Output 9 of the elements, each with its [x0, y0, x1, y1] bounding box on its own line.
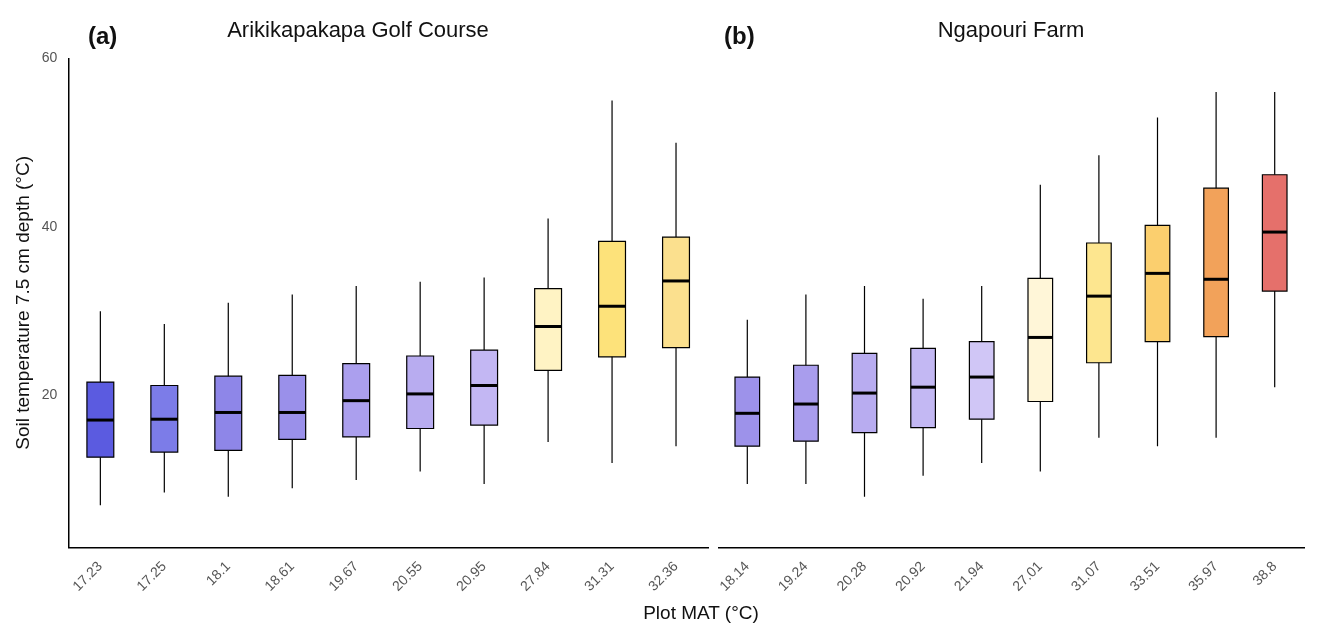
- chart-title: Arikikapakapa Golf Course: [227, 17, 489, 43]
- chart-title: Ngapouri Farm: [937, 17, 1085, 43]
- y-tick-label: 20: [41, 386, 58, 403]
- y-tick-label: 60: [41, 49, 58, 66]
- x-axis-title: Plot MAT (°C): [642, 602, 760, 624]
- text: (a): [88, 22, 118, 50]
- y-axis-title: Soil temperature 7.5 cm depth (°C): [11, 155, 33, 450]
- y-tick-label: 40: [41, 217, 58, 234]
- text: (b): [724, 22, 755, 50]
